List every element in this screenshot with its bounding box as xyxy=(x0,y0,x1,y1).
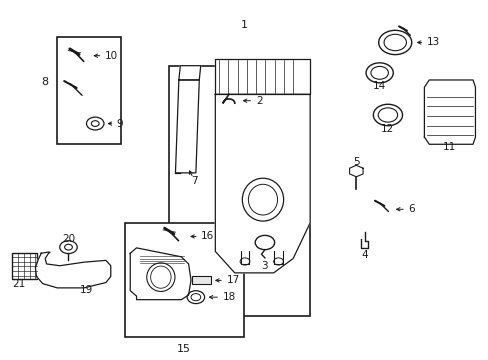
Text: 12: 12 xyxy=(381,124,394,134)
Text: 5: 5 xyxy=(352,157,359,167)
Polygon shape xyxy=(130,248,191,300)
Polygon shape xyxy=(175,80,199,173)
Polygon shape xyxy=(35,252,111,288)
Bar xyxy=(169,66,309,316)
Circle shape xyxy=(91,121,99,126)
Text: 15: 15 xyxy=(176,343,190,354)
Bar xyxy=(429,89,467,134)
Text: 17: 17 xyxy=(226,275,239,285)
Bar xyxy=(12,252,37,279)
Circle shape xyxy=(372,104,402,126)
Text: 3: 3 xyxy=(261,261,268,271)
Circle shape xyxy=(240,258,249,265)
Polygon shape xyxy=(215,94,309,273)
Circle shape xyxy=(60,241,77,253)
Text: 6: 6 xyxy=(407,204,414,214)
Text: 21: 21 xyxy=(12,279,25,289)
Text: 20: 20 xyxy=(62,234,75,244)
Text: 11: 11 xyxy=(442,142,455,152)
Text: 10: 10 xyxy=(105,51,118,61)
Circle shape xyxy=(366,63,392,83)
Text: 13: 13 xyxy=(426,37,439,48)
Circle shape xyxy=(255,235,274,249)
Text: 2: 2 xyxy=(256,96,262,106)
Text: 8: 8 xyxy=(41,77,49,87)
Text: 7: 7 xyxy=(190,176,197,186)
Bar xyxy=(192,276,211,284)
Bar xyxy=(57,37,120,144)
Polygon shape xyxy=(179,66,201,80)
Circle shape xyxy=(191,294,201,301)
Polygon shape xyxy=(424,80,474,144)
Ellipse shape xyxy=(242,178,283,221)
Circle shape xyxy=(273,258,283,265)
Circle shape xyxy=(377,108,397,122)
Circle shape xyxy=(378,30,411,55)
Polygon shape xyxy=(349,165,362,177)
Circle shape xyxy=(86,117,104,130)
Text: 14: 14 xyxy=(372,81,386,91)
Text: 4: 4 xyxy=(361,250,367,260)
Polygon shape xyxy=(215,59,309,94)
Circle shape xyxy=(187,291,204,303)
Circle shape xyxy=(370,66,387,79)
Text: 9: 9 xyxy=(116,118,123,129)
Circle shape xyxy=(383,34,406,51)
Text: 19: 19 xyxy=(80,285,93,295)
Text: 18: 18 xyxy=(222,292,235,302)
Bar xyxy=(125,223,244,337)
Text: 1: 1 xyxy=(241,19,247,30)
Circle shape xyxy=(64,244,72,250)
Text: 16: 16 xyxy=(201,231,214,242)
